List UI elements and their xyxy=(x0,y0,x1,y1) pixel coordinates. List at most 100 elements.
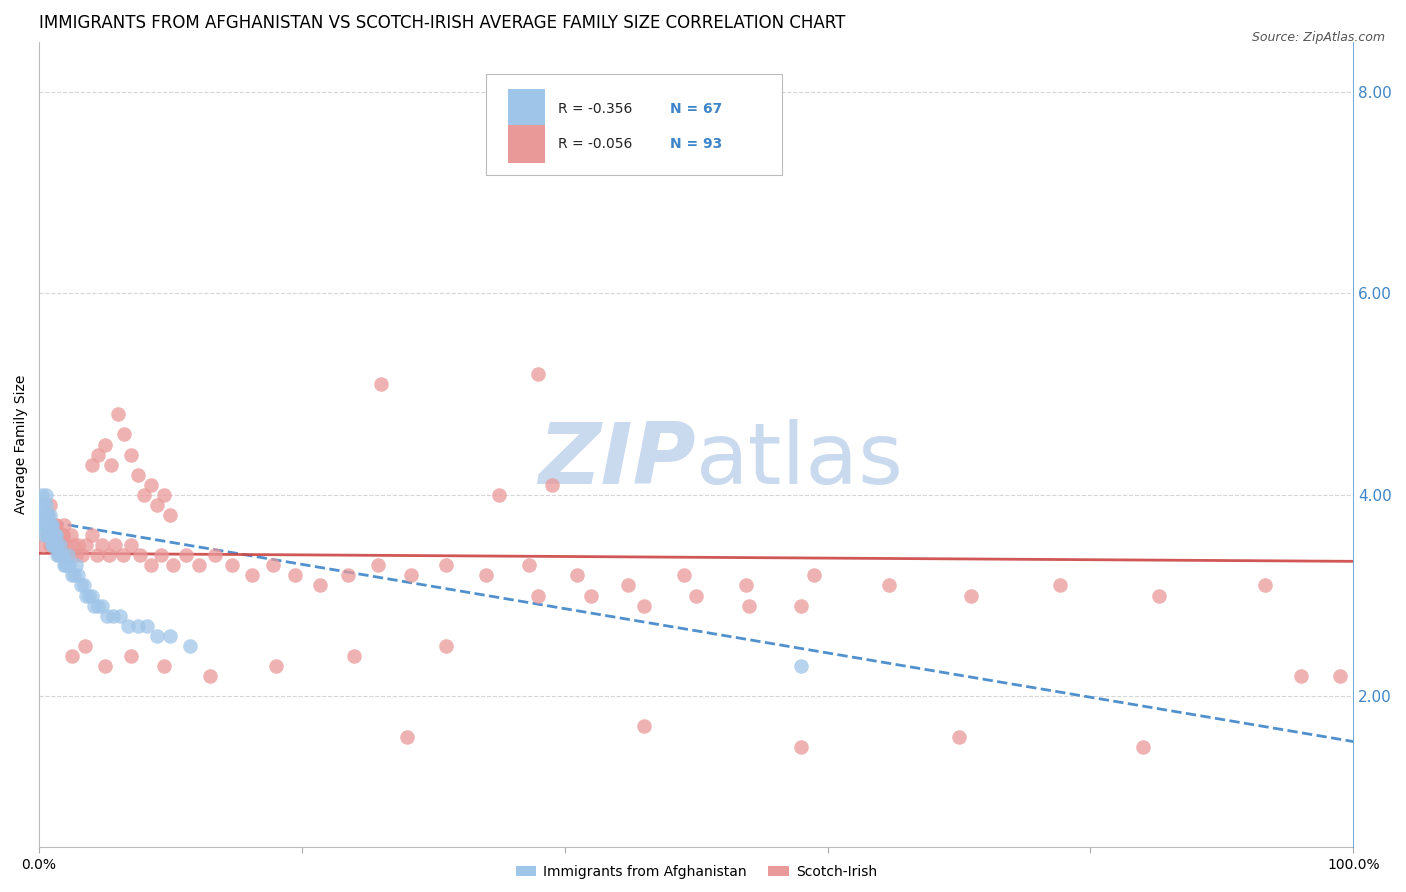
Point xyxy=(107,407,129,421)
Point xyxy=(127,467,149,482)
Point xyxy=(51,538,73,552)
Point xyxy=(56,549,79,563)
Point xyxy=(139,478,162,492)
Text: atlas: atlas xyxy=(696,419,904,502)
Point xyxy=(53,518,76,533)
Point xyxy=(948,730,970,744)
Point xyxy=(104,538,127,552)
Point xyxy=(52,528,75,542)
Point xyxy=(65,549,87,563)
Point xyxy=(790,599,813,613)
Point xyxy=(127,619,149,633)
Point xyxy=(80,528,103,542)
Point xyxy=(59,528,82,542)
Point xyxy=(100,458,122,472)
Point xyxy=(49,549,72,563)
Point xyxy=(44,518,66,533)
Point xyxy=(49,528,72,542)
Point xyxy=(146,629,169,643)
Point xyxy=(179,639,201,653)
Point xyxy=(75,538,97,552)
Point xyxy=(93,659,115,673)
Point xyxy=(96,608,118,623)
Point xyxy=(42,538,65,552)
Text: Source: ZipAtlas.com: Source: ZipAtlas.com xyxy=(1251,31,1385,45)
Point xyxy=(35,508,58,522)
Point xyxy=(204,549,226,563)
Point xyxy=(803,568,825,582)
Point xyxy=(41,518,63,533)
Point xyxy=(517,558,540,573)
Point xyxy=(80,589,103,603)
Point xyxy=(1254,578,1277,592)
Point xyxy=(32,508,55,522)
Point xyxy=(540,478,562,492)
Point xyxy=(685,589,707,603)
Point xyxy=(60,648,83,663)
Text: N = 67: N = 67 xyxy=(669,102,723,116)
Point xyxy=(162,558,184,573)
Point xyxy=(117,619,139,633)
Point xyxy=(41,518,63,533)
Point xyxy=(86,549,108,563)
Point xyxy=(77,589,100,603)
Point xyxy=(39,528,62,542)
Bar xyxy=(508,89,546,128)
Point xyxy=(198,669,221,683)
Point xyxy=(101,608,124,623)
Point xyxy=(120,538,142,552)
Point xyxy=(56,549,79,563)
Point xyxy=(46,549,69,563)
Point xyxy=(264,659,287,673)
Point xyxy=(87,448,110,462)
Point xyxy=(527,589,550,603)
Point xyxy=(32,528,55,542)
Point xyxy=(44,538,66,552)
Point xyxy=(58,558,80,573)
Text: R = -0.056: R = -0.056 xyxy=(558,137,633,151)
Point xyxy=(67,568,90,582)
Point xyxy=(735,578,758,592)
Point xyxy=(49,538,72,552)
Point xyxy=(70,578,93,592)
Point xyxy=(34,488,56,502)
Point xyxy=(32,518,55,533)
Point xyxy=(38,498,60,512)
Point xyxy=(1147,589,1170,603)
Point xyxy=(1289,669,1312,683)
Point xyxy=(42,538,65,552)
Point xyxy=(240,568,263,582)
Text: N = 93: N = 93 xyxy=(669,137,723,151)
Point xyxy=(150,549,173,563)
Point xyxy=(32,538,55,552)
Point xyxy=(399,568,422,582)
Point xyxy=(153,488,176,502)
Point xyxy=(60,568,83,582)
Point xyxy=(41,528,63,542)
Point xyxy=(35,518,58,533)
Point xyxy=(91,599,114,613)
Point xyxy=(83,599,105,613)
Point xyxy=(1132,739,1154,754)
Point xyxy=(45,518,67,533)
Point xyxy=(39,528,62,542)
Point xyxy=(52,549,75,563)
Point xyxy=(527,367,550,381)
FancyBboxPatch shape xyxy=(486,74,782,175)
Point xyxy=(34,508,56,522)
Point xyxy=(65,558,87,573)
Point xyxy=(32,518,55,533)
Text: ZIP: ZIP xyxy=(538,419,696,502)
Point xyxy=(159,508,181,522)
Point xyxy=(44,528,66,542)
Point xyxy=(75,589,97,603)
Point xyxy=(34,508,56,522)
Point xyxy=(633,719,655,733)
Point xyxy=(129,549,152,563)
Point xyxy=(1329,669,1351,683)
Point xyxy=(343,648,366,663)
Text: IMMIGRANTS FROM AFGHANISTAN VS SCOTCH-IRISH AVERAGE FAMILY SIZE CORRELATION CHAR: IMMIGRANTS FROM AFGHANISTAN VS SCOTCH-IR… xyxy=(39,14,845,32)
Point xyxy=(32,498,55,512)
Point xyxy=(146,498,169,512)
Point xyxy=(367,558,389,573)
